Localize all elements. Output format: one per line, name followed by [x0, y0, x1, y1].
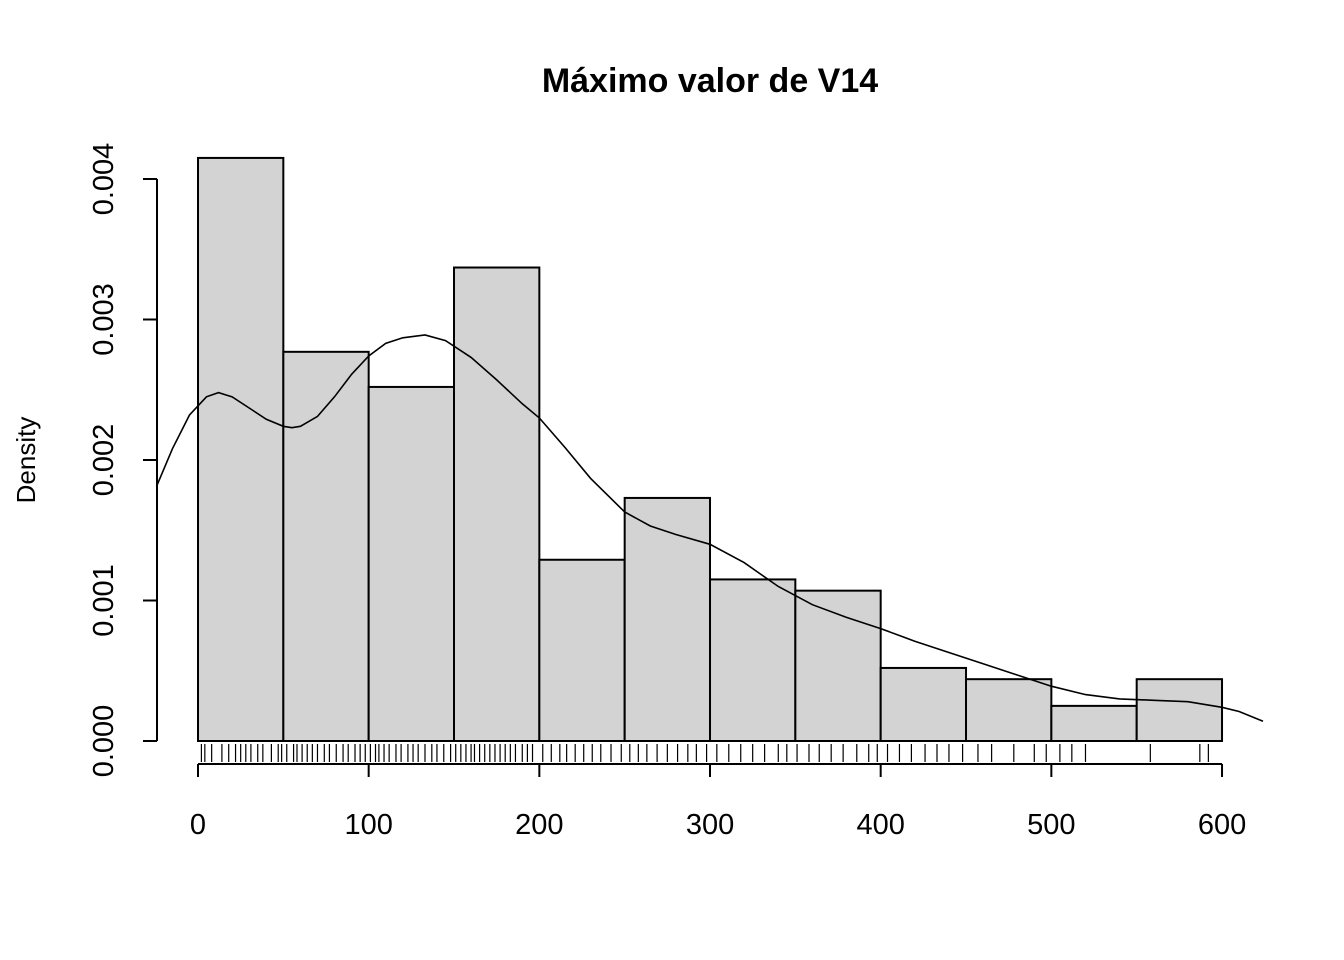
histogram-bar-11 — [1050, 704, 1138, 742]
x-tick-label-3: 300 — [686, 809, 734, 841]
histogram-bar-12 — [1135, 678, 1224, 742]
histogram-bar-8 — [794, 589, 882, 742]
histogram-bar-7 — [709, 578, 797, 742]
x-tick-label-0: 0 — [190, 809, 206, 841]
y-tick-label-1: 0.001 — [88, 564, 120, 637]
x-tick-label-5: 500 — [1027, 809, 1075, 841]
y-axis: 0.000 0.001 0.002 0.003 0.004 — [88, 143, 158, 778]
density-curve-group — [157, 334, 1264, 723]
chart-title: Máximo valor de V14 — [542, 62, 878, 100]
density-curve — [157, 334, 1264, 723]
histogram-bar-10 — [965, 678, 1053, 742]
y-tick-label-3: 0.003 — [88, 283, 120, 356]
histogram-bar-1 — [197, 156, 285, 742]
x-axis: 0 100 200 300 400 500 600 — [190, 763, 1246, 841]
histogram-bars — [197, 156, 1224, 742]
x-tick-label-1: 100 — [344, 809, 392, 841]
y-axis-title: Density — [11, 417, 41, 504]
histogram-bar-3 — [367, 385, 456, 742]
histogram-bar-9 — [879, 666, 968, 742]
histogram-bar-2 — [282, 350, 370, 742]
x-tick-label-6: 600 — [1198, 809, 1246, 841]
x-tick-label-4: 400 — [856, 809, 904, 841]
x-tick-label-2: 200 — [515, 809, 563, 841]
histogram-bar-4 — [453, 266, 541, 742]
y-tick-label-0: 0.000 — [88, 705, 120, 778]
histogram-bar-6 — [623, 496, 712, 742]
histogram-bar-5 — [538, 558, 626, 742]
y-tick-label-2: 0.002 — [88, 424, 120, 497]
y-tick-label-4: 0.004 — [88, 143, 120, 216]
rug-marks — [200, 744, 1209, 762]
